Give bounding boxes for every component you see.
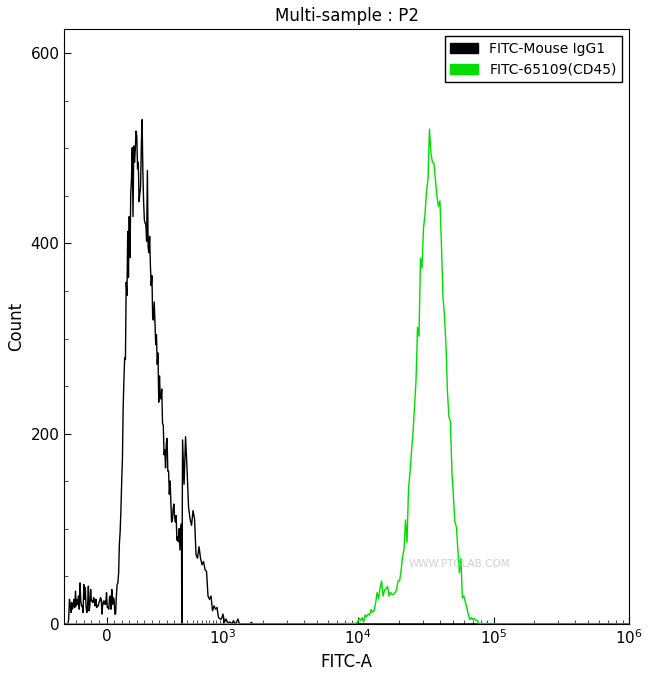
Y-axis label: Count: Count: [7, 302, 25, 351]
X-axis label: FITC-A: FITC-A: [321, 653, 373, 671]
Legend: FITC-Mouse IgG1, FITC-65109(CD45): FITC-Mouse IgG1, FITC-65109(CD45): [445, 36, 622, 82]
Title: Multi-sample : P2: Multi-sample : P2: [275, 7, 419, 25]
Text: WWW.PTGLAB.COM: WWW.PTGLAB.COM: [409, 559, 510, 570]
